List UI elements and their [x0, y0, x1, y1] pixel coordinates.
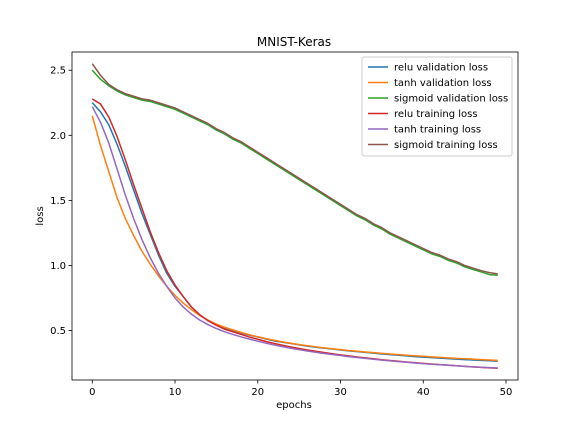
x-tick-label: 40: [417, 387, 430, 398]
legend-label-1: tanh validation loss: [394, 78, 492, 89]
x-tick-label: 20: [251, 387, 264, 398]
legend-label-5: sigmoid training loss: [394, 140, 498, 151]
chart-title: MNIST-Keras: [257, 35, 331, 49]
axes-frame: [71, 51, 519, 381]
y-axis-label: loss: [35, 206, 46, 225]
y-tick-label: 2.5: [50, 66, 66, 77]
legend-box: [361, 56, 513, 157]
x-tick-label: 0: [89, 387, 95, 398]
y-tick-label: 1.0: [50, 261, 66, 272]
y-tick-label: 1.5: [50, 196, 66, 207]
legend-label-2: sigmoid validation loss: [394, 94, 508, 105]
legend-label-4: tanh training loss: [394, 125, 481, 136]
legend-label-3: relu training loss: [394, 109, 478, 120]
series-line-5: [91, 63, 498, 275]
series-layer: [91, 63, 498, 370]
series-line-2: [91, 69, 498, 276]
series-line-4: [91, 106, 498, 369]
y-axis: 0.5 1.0 1.5 2.0 2.5: [50, 66, 72, 337]
series-line-1: [91, 115, 498, 362]
x-tick-label: 50: [500, 387, 513, 398]
legend: relu validation loss tanh validation loss…: [361, 56, 513, 157]
x-tick-label: 30: [334, 387, 347, 398]
legend-label-0: relu validation loss: [394, 63, 488, 74]
x-axis: 0 10 20 30 40 50: [89, 380, 512, 398]
x-tick-label: 10: [169, 387, 182, 398]
y-tick-label: 2.0: [50, 131, 66, 142]
y-tick-label: 0.5: [50, 326, 66, 337]
x-axis-label: epochs: [276, 400, 312, 411]
